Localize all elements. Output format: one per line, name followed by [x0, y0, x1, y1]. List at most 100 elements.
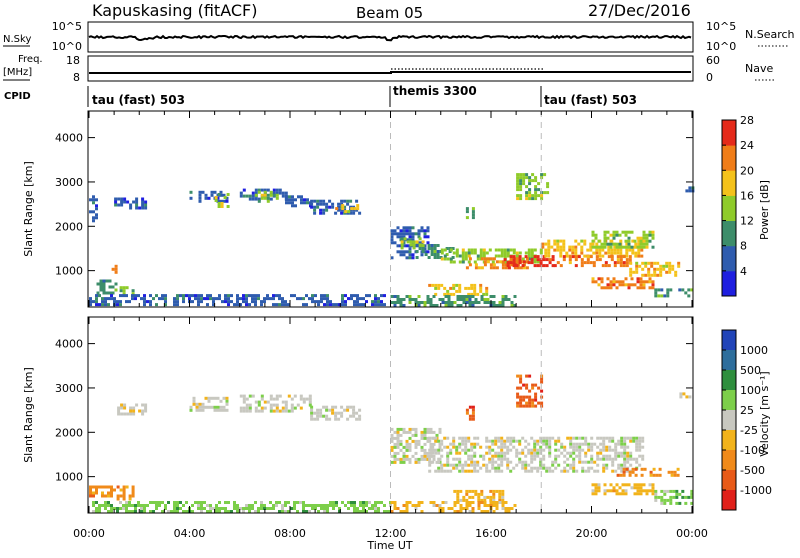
velocity-cell	[128, 494, 132, 498]
velocity-cell	[489, 489, 493, 493]
power-cell	[441, 298, 445, 301]
velocity-cell	[444, 501, 448, 504]
power-cell	[402, 232, 406, 236]
power-cell	[551, 264, 555, 268]
power-cell	[95, 294, 98, 298]
velocity-cell	[569, 436, 573, 440]
velocity-cell	[617, 463, 621, 467]
velocity-cell	[498, 498, 502, 502]
power-cell	[621, 245, 625, 249]
power-cell	[269, 193, 273, 197]
velocity-colorbar-swatch	[722, 470, 736, 491]
velocity-cell	[663, 498, 667, 502]
velocity-cell	[131, 491, 135, 495]
velocity-cell	[518, 460, 522, 464]
power-cell	[125, 300, 128, 304]
power-cell	[257, 190, 261, 194]
power-cell	[341, 297, 344, 301]
power-cell	[248, 303, 251, 307]
velocity-cell	[207, 396, 211, 400]
power-cell	[559, 251, 563, 255]
power-cell	[642, 245, 646, 249]
velocity-cell	[471, 495, 475, 499]
power-cell	[503, 258, 507, 262]
velocity-cell	[452, 445, 456, 449]
power-cell	[533, 264, 537, 268]
velocity-cell	[638, 436, 642, 440]
power-cell	[214, 199, 218, 202]
velocity-cell	[390, 454, 394, 458]
power-cell	[313, 208, 317, 212]
power-cell	[634, 251, 638, 255]
velocity-cell	[486, 504, 490, 507]
velocity-cell	[323, 504, 326, 507]
velocity-cell	[263, 507, 266, 510]
power-cell	[541, 242, 545, 246]
power-cell	[465, 295, 469, 298]
power-cell	[434, 286, 438, 290]
velocity-cell	[446, 454, 450, 458]
power-cell	[251, 297, 254, 301]
velocity-cell	[308, 400, 312, 404]
velocity-cell	[284, 406, 288, 410]
power-cell	[651, 236, 655, 240]
power-cell	[423, 247, 427, 251]
power-cell	[525, 266, 529, 270]
velocity-cell	[449, 469, 453, 473]
velocity-cell	[489, 504, 493, 507]
power-cell	[111, 267, 115, 271]
velocity-cell	[476, 442, 480, 446]
velocity-cell	[548, 469, 552, 473]
velocity-cell	[652, 473, 656, 477]
velocity-cell	[141, 403, 145, 407]
velocity-cell	[122, 488, 126, 492]
velocity-cell	[242, 507, 245, 510]
power-cell	[141, 200, 145, 204]
velocity-cell	[575, 436, 579, 440]
velocity-cell	[605, 436, 609, 440]
power-cell	[506, 264, 510, 268]
nsky-series-line	[88, 34, 692, 42]
velocity-cell	[302, 507, 305, 510]
power-cell	[445, 247, 449, 250]
velocity-cell	[536, 448, 540, 452]
velocity-cell	[477, 492, 481, 496]
velocity-cell	[417, 460, 421, 464]
velocity-cell	[456, 489, 460, 493]
velocity-cell	[117, 409, 121, 413]
velocity-cell	[473, 469, 477, 473]
velocity-cell	[352, 405, 356, 409]
velocity-cell	[483, 498, 487, 502]
power-cell	[586, 255, 590, 259]
power-cell	[589, 255, 593, 259]
velocity-cell	[353, 507, 356, 510]
velocity-cell	[657, 495, 661, 499]
velocity-cell	[432, 442, 436, 446]
velocity-cell	[635, 439, 639, 443]
velocity-cell	[414, 433, 418, 437]
velocity-cell	[446, 460, 450, 464]
power-cell	[173, 303, 176, 307]
velocity-cell	[596, 436, 600, 440]
velocity-cell	[456, 501, 460, 504]
velocity-cell	[569, 463, 573, 467]
velocity-cell	[116, 507, 119, 510]
velocity-cell	[642, 483, 646, 487]
power-cell	[239, 194, 243, 198]
power-cell	[458, 286, 462, 290]
power-cell	[257, 294, 260, 298]
velocity-cell	[602, 466, 606, 470]
power-colorbar-label: 4	[740, 265, 747, 278]
power-cell	[547, 245, 551, 249]
velocity-cell	[516, 374, 520, 378]
velocity-cell	[539, 457, 543, 461]
power-cell	[123, 200, 127, 204]
power-cell	[591, 239, 595, 243]
velocity-cell	[467, 469, 471, 473]
power-cell	[396, 298, 400, 301]
velocity-cell	[602, 463, 606, 467]
velocity-cell	[101, 504, 104, 507]
power-cell	[450, 304, 454, 307]
power-cell	[102, 285, 106, 289]
power-cell	[117, 203, 121, 207]
